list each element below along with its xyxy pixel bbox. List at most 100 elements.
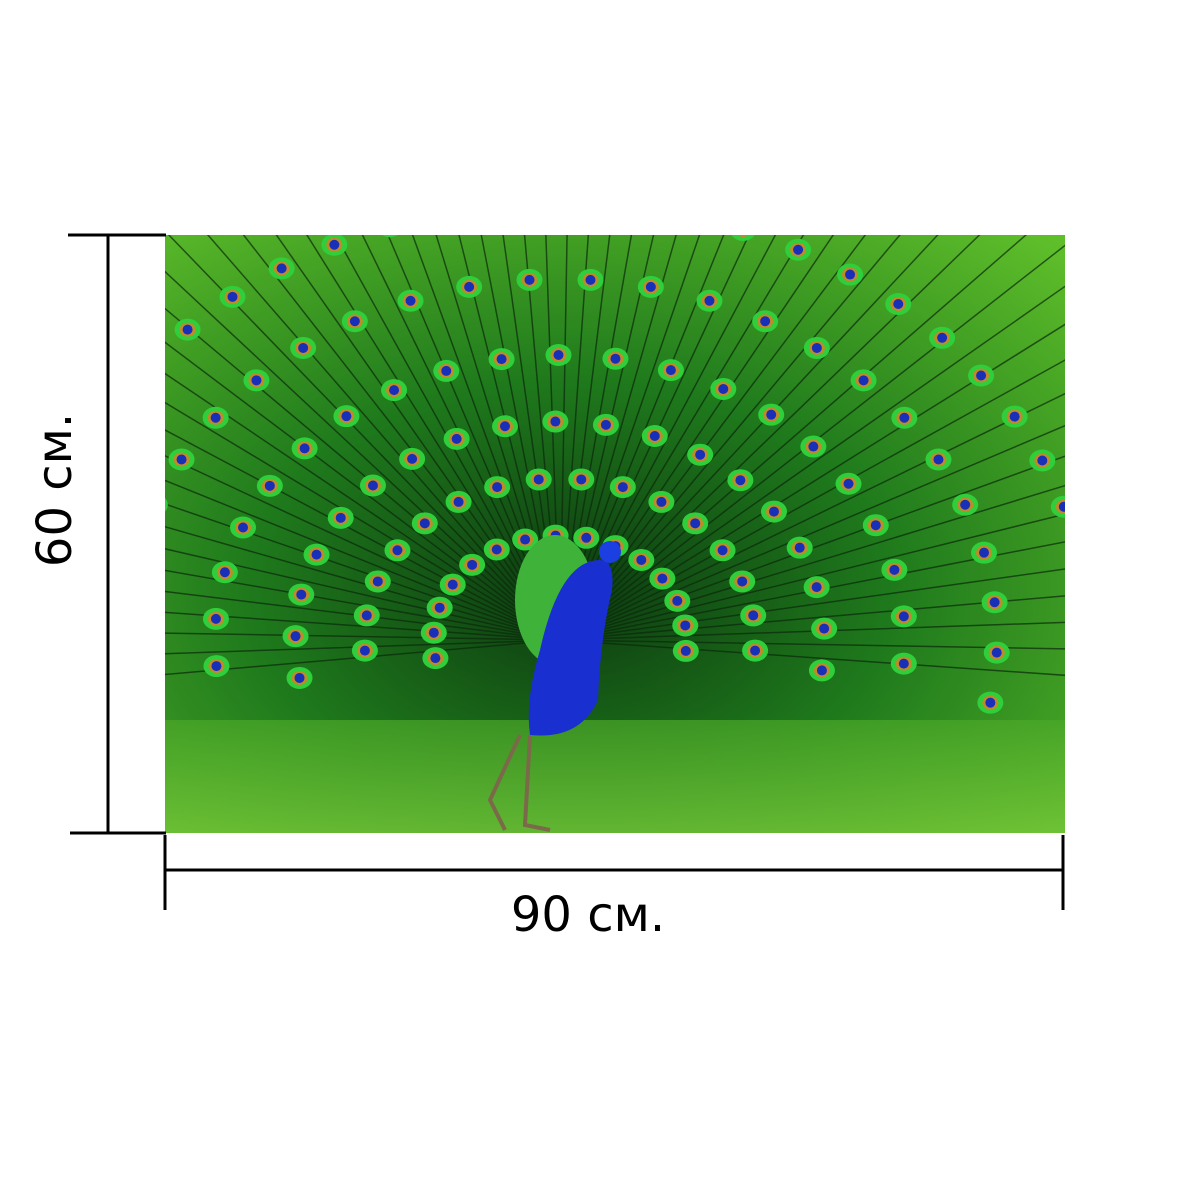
feather-eye-center	[636, 554, 647, 565]
feather-shaft	[559, 244, 1065, 641]
feather-eye-ring	[100, 396, 126, 418]
feather-eye-center	[933, 454, 944, 465]
feather-eye-gold	[1071, 548, 1087, 562]
feather-eye-center	[656, 496, 667, 507]
feather-eye-ring	[117, 692, 143, 714]
feather-eye-gold	[27, 684, 43, 698]
feather-eye-center	[341, 411, 352, 422]
feather-shaft	[387, 235, 561, 641]
feather-eye-center	[359, 645, 370, 656]
feather-eye-center	[1074, 550, 1084, 560]
feather-eye-center	[889, 564, 900, 575]
feather-eye-center	[617, 482, 628, 493]
feather-eye-gold	[678, 209, 694, 223]
feather-eye-ring	[673, 205, 699, 227]
feather-shaft	[559, 235, 633, 641]
feather-eye-center	[443, 208, 453, 218]
feather-eye-ring	[1071, 692, 1097, 714]
feather-eye-ring	[18, 631, 44, 653]
feather-eye-center	[464, 281, 475, 292]
feather-eye-ring	[435, 202, 461, 224]
feather-eye-center	[294, 672, 305, 683]
feather-eye-center	[553, 350, 564, 361]
feather-shaft	[334, 235, 561, 641]
feather-eye-gold	[147, 498, 163, 512]
feather-eye-center	[251, 375, 262, 386]
feather-eye-center	[576, 474, 587, 485]
feather-eye-center	[150, 500, 160, 510]
feather-eye-center	[898, 658, 909, 669]
feather-eye-center	[893, 299, 904, 310]
feather-shaft	[458, 235, 561, 641]
feather-eye-center	[976, 370, 987, 381]
grass	[165, 720, 1065, 833]
feather-shaft	[559, 235, 568, 641]
feather-shaft	[206, 235, 561, 641]
feather-eye-center	[29, 587, 39, 597]
feather-eye-ring	[554, 192, 580, 214]
feather-eye-ring	[123, 542, 149, 564]
feather-shaft	[165, 372, 561, 641]
feather-eye-center	[118, 648, 128, 658]
feather-shaft	[559, 639, 1065, 650]
feather-eye-center	[735, 475, 746, 486]
feather-eye-gold	[737, 235, 749, 238]
feather-shaft	[480, 235, 561, 641]
feather-shaft	[559, 235, 655, 641]
feather-eye-ring	[134, 355, 160, 377]
feather-eye-gold	[559, 196, 575, 210]
feather-eye-gold	[23, 635, 39, 649]
feather-eye-gold	[382, 219, 398, 233]
feather-eye-center	[219, 567, 230, 578]
feather-eye-center	[298, 342, 309, 353]
feather-eye-center	[657, 573, 668, 584]
feather-eye-center	[680, 645, 691, 656]
feather-eye-center	[30, 686, 40, 696]
feather-eye-center	[182, 324, 193, 335]
feather-eye-center	[1009, 411, 1020, 422]
feather-eye-center	[176, 454, 187, 465]
feather-eye-ring	[614, 195, 640, 217]
feather-eye-gold	[139, 359, 155, 373]
feather-eye-center	[311, 549, 322, 560]
feather-eye-center	[361, 610, 372, 621]
feather-shaft	[559, 235, 725, 641]
feather-eye-center	[991, 647, 1002, 658]
feather-eye-ring	[731, 235, 755, 242]
feather-eye-center	[210, 613, 221, 624]
feather-eye-center	[405, 295, 416, 306]
feather-shaft	[559, 235, 611, 641]
feather-eye-ring	[1074, 593, 1100, 615]
feather-eye-center	[550, 416, 561, 427]
feather-eye-center	[238, 522, 249, 533]
feather-eye-center	[372, 576, 383, 587]
feather-eye-gold	[115, 646, 131, 660]
feather-eye-center	[717, 545, 728, 556]
feather-shaft	[361, 235, 561, 641]
feather-eye-center	[428, 627, 439, 638]
feather-shaft	[559, 235, 750, 641]
peacock-head	[599, 541, 621, 563]
feather-eye-center	[533, 474, 544, 485]
feather-eye-center	[502, 200, 512, 210]
feather-eye-center	[858, 375, 869, 386]
feather-eye-center	[1084, 648, 1094, 658]
feather-shaft	[165, 639, 561, 655]
feather-eye-center	[227, 291, 238, 302]
feather-eye-center	[367, 480, 378, 491]
feather-eye-gold	[128, 546, 144, 560]
feather-eye-center	[434, 602, 445, 613]
feather-eye-ring	[110, 642, 136, 664]
feather-eye-center	[649, 431, 660, 442]
feather-eye-center	[816, 665, 827, 676]
feather-eye-center	[520, 534, 531, 545]
feather-eye-ring	[22, 680, 48, 702]
feather-eye-gold	[1081, 646, 1097, 660]
feather-eye-center	[131, 548, 141, 558]
feather-eye-center	[610, 353, 621, 364]
feather-shaft	[545, 235, 561, 641]
feather-shaft	[559, 235, 677, 641]
feather-eye-gold	[26, 585, 42, 599]
feather-eye-center	[491, 544, 502, 555]
feather-eye-center	[985, 697, 996, 708]
